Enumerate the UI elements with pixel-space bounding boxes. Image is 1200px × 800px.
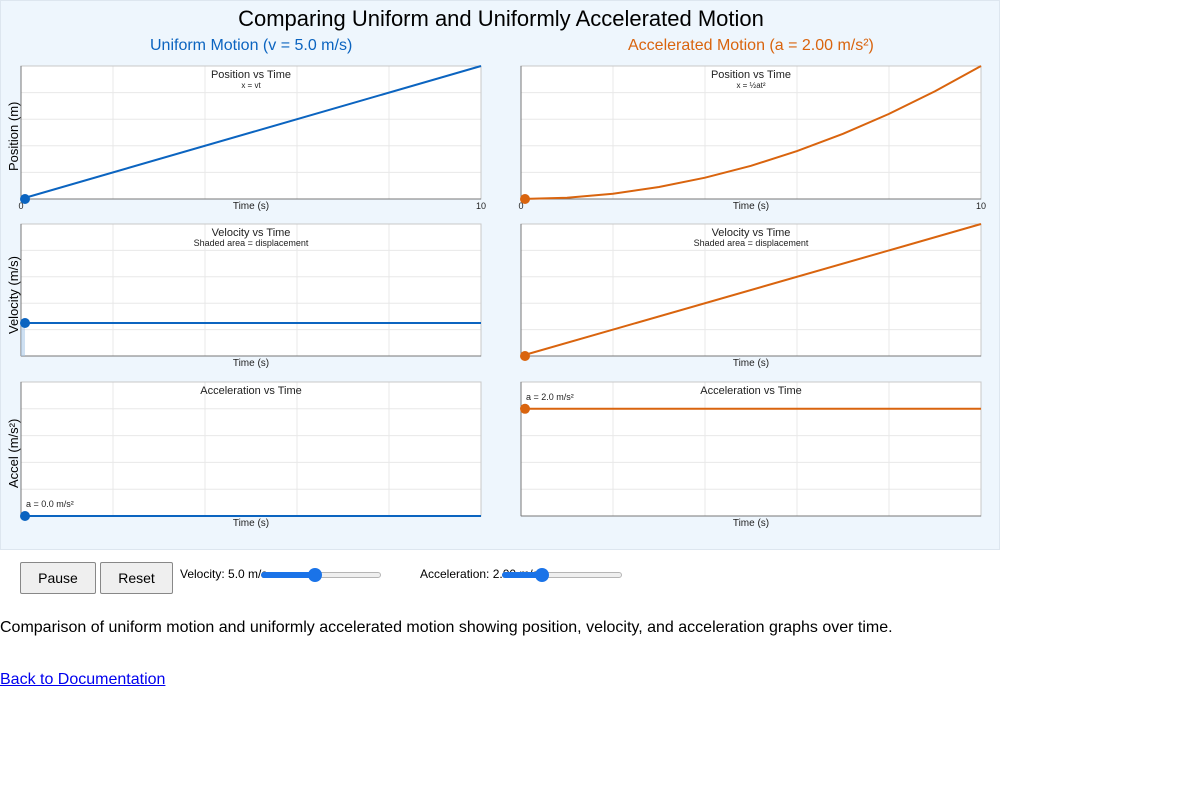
chart-2-title: Position vs Time	[711, 69, 791, 81]
back-to-documentation-link[interactable]: Back to Documentation	[0, 671, 166, 688]
chart-2-plot-area	[521, 66, 981, 199]
chart-2-subtitle: x = ½at²	[736, 81, 765, 90]
chart-1-title: Position vs Time	[211, 69, 291, 81]
chart-3-subtitle: Shaded area = displacement	[194, 238, 309, 248]
velocity-label: Velocity: 5.0 m/s	[180, 567, 268, 581]
chart-2-x-tick-label: 0	[518, 201, 523, 211]
chart-1-x-tick-label: 0	[18, 201, 23, 211]
chart-3-title: Velocity vs Time	[212, 227, 291, 239]
chart-4-series-line	[520, 223, 982, 357]
chart-2-series-line	[520, 65, 982, 200]
chart-6-x-label: Time (s)	[733, 518, 769, 529]
pause-button[interactable]: Pause	[20, 562, 96, 594]
chart-2-x-tick-label: 10	[976, 201, 986, 211]
chart-4-current-marker	[520, 351, 530, 361]
chart-3-displacement-area	[21, 323, 25, 356]
velocity-slider[interactable]	[261, 568, 381, 582]
chart-6-annotation: a = 2.0 m/s²	[526, 392, 574, 402]
page-title: Comparing Uniform and Uniformly Accelera…	[238, 6, 764, 31]
chart-4-title: Velocity vs Time	[712, 227, 791, 239]
acceleration-slider-thumb[interactable]	[534, 568, 549, 582]
chart-6-plot-area	[521, 382, 981, 516]
chart-6-current-marker	[520, 403, 530, 414]
chart-3-current-marker	[20, 318, 30, 328]
acceleration-slider[interactable]	[502, 568, 622, 582]
chart-5-annotation: a = 0.0 m/s²	[26, 499, 74, 509]
chart-1-x-label: Time (s)	[233, 201, 269, 212]
chart-2-x-label: Time (s)	[733, 201, 769, 212]
chart-5-title: Acceleration vs Time	[200, 385, 301, 397]
acceleration-slider-fill	[502, 572, 542, 578]
chart-5-x-label: Time (s)	[233, 518, 269, 529]
chart-1-current-marker	[20, 194, 30, 204]
chart-4-x-label: Time (s)	[733, 358, 769, 369]
chart-5-plot-area	[21, 382, 481, 516]
chart-1-series-line	[20, 65, 482, 200]
accelerated-motion-header: Accelerated Motion (a = 2.00 m/s²)	[628, 37, 874, 54]
figure-caption: Comparison of uniform motion and uniform…	[0, 619, 893, 636]
uniform-motion-header: Uniform Motion (v = 5.0 m/s)	[150, 37, 353, 54]
velocity-slider-fill	[261, 572, 315, 578]
chart-2-current-marker	[520, 194, 530, 204]
reset-button[interactable]: Reset	[100, 562, 173, 594]
chart-3-plot-area	[21, 224, 481, 356]
chart-3-x-label: Time (s)	[233, 358, 269, 369]
chart-5-current-marker	[20, 511, 30, 521]
chart-6-title: Acceleration vs Time	[700, 385, 801, 397]
chart-4-subtitle: Shaded area = displacement	[694, 238, 809, 248]
chart-1-subtitle: x = vt	[241, 81, 261, 90]
chart-1-x-tick-label: 10	[476, 201, 486, 211]
velocity-slider-thumb[interactable]	[308, 568, 322, 582]
simulation-panel: Comparing Uniform and Uniformly Accelera…	[0, 0, 1000, 550]
